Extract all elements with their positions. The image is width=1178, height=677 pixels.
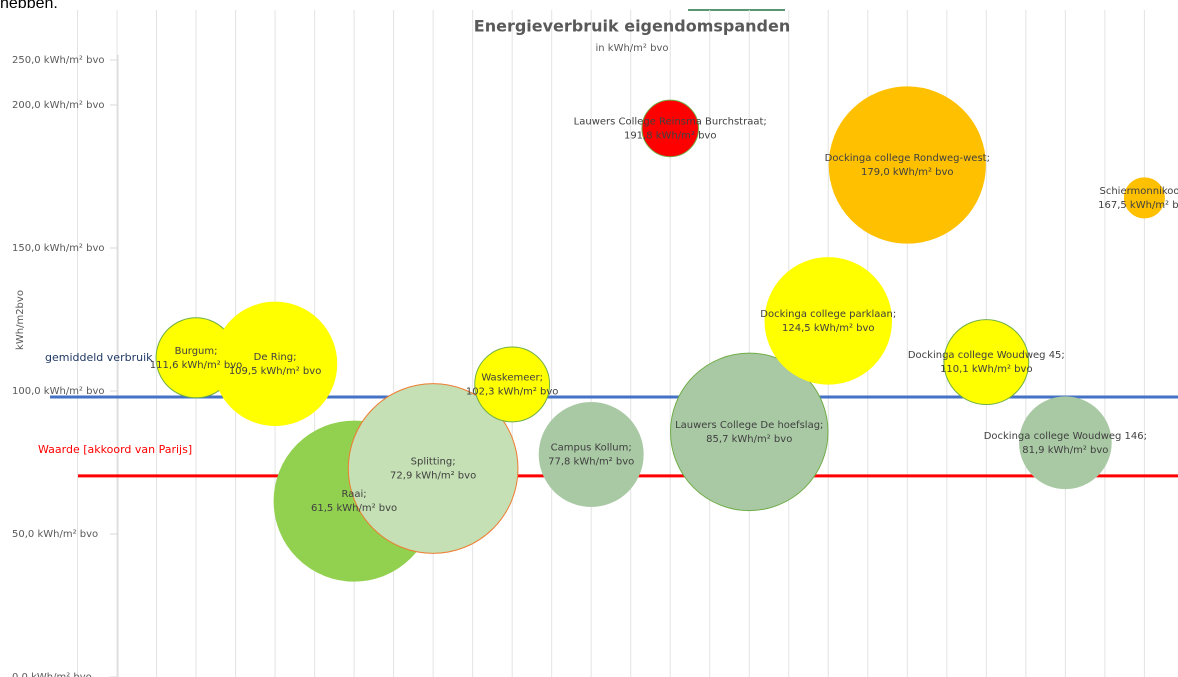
bubble-value-label: 111,6 kWh/m² bvo [150, 360, 243, 371]
y-tick-label: 100,0 kWh/m² bvo [12, 386, 105, 397]
bubble-value-label: 77,8 kWh/m² bvo [548, 456, 634, 467]
bubble-value-label: 191,8 kWh/m² bvo [624, 130, 717, 141]
bubble [1019, 396, 1112, 490]
bubble-value-label: 167,5 kWh/m² bvo [1098, 200, 1178, 211]
bubble [474, 346, 551, 423]
bubble-value-label: 102,3 kWh/m² bvo [466, 386, 559, 397]
bubble-name: Lauwers College De hoefslag; [675, 420, 823, 431]
bubble-name: De Ring; [254, 352, 297, 363]
bubble-name: Burgum; [175, 346, 218, 357]
y-tick-label: 200,0 kWh/m² bvo [12, 100, 105, 111]
bubble-name: Dockinga college Woudweg 45; [908, 350, 1065, 361]
y-tick-label: 250,0 kWh/m² bvo [12, 55, 105, 66]
bubble-name: Schiermonnikoog; [1100, 186, 1178, 197]
bubble-value-label: 81,9 kWh/m² bvo [1022, 445, 1108, 456]
reference-label: Waarde [akkoord van Parijs] [38, 443, 192, 456]
bubble [212, 301, 338, 426]
bubble-name: Dockinga college parklaan; [760, 309, 896, 320]
bubble [1123, 177, 1165, 219]
y-tick-label: 0,0 kWh/m² bvo [12, 672, 92, 677]
bubbles [155, 86, 1165, 582]
bubble [641, 99, 700, 158]
bubble [828, 86, 986, 244]
bubble-value-label: 61,5 kWh/m² bvo [311, 503, 397, 514]
bubble-value-label: 72,9 kWh/m² bvo [390, 470, 476, 481]
bubble [538, 402, 644, 507]
chart-subtitle: in kWh/m² bvo [596, 43, 669, 54]
bubble-name: Raai; [342, 489, 367, 500]
bubble [943, 319, 1030, 406]
bubble-name: Lauwers College Reinsma Burchstraat; [574, 116, 767, 127]
bubble-name: Dockinga college Woudweg 146; [984, 431, 1147, 442]
bubble-value-label: 179,0 kWh/m² bvo [861, 167, 954, 178]
bubble-name: Splitting; [411, 456, 456, 467]
y-tick-label: 50,0 kWh/m² bvo [12, 529, 98, 540]
bubble [347, 383, 519, 554]
bubble [670, 352, 829, 512]
reference-label: gemiddeld verbruik [45, 351, 153, 364]
bubble-value-label: 110,1 kWh/m² bvo [940, 364, 1033, 375]
y-tick-label: 150,0 kWh/m² bvo [12, 243, 105, 254]
bubble-value-label: 109,5 kWh/m² bvo [229, 366, 322, 377]
bubble-labels: Burgum; 111,6 kWh/m² bvo De Ring; 109,5 kWh… [150, 116, 1178, 514]
bubble-value-label: 124,5 kWh/m² bvo [782, 323, 875, 334]
bubble [764, 257, 893, 385]
caption-fragment: hebben. [0, 0, 58, 12]
bubble-name: Waskemeer; [481, 372, 543, 383]
bubble-name: Dockinga college Rondweg-west; [825, 153, 990, 164]
bubble-value-label: 85,7 kWh/m² bvo [706, 434, 792, 445]
y-axis-label: kWh/m2bvo [15, 290, 26, 350]
bubble-name: Campus Kollum; [551, 442, 632, 453]
chart-title: Energieverbruik eigendomspanden [474, 17, 790, 36]
